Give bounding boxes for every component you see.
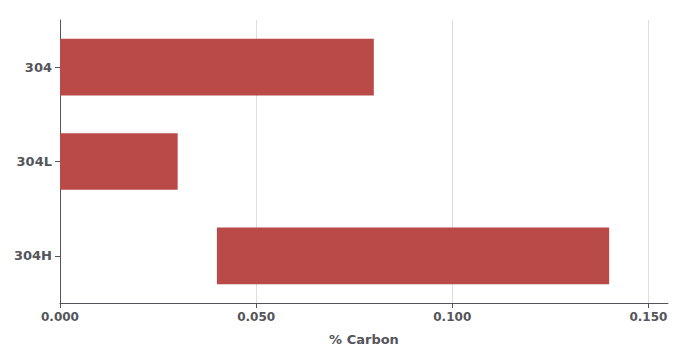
svg-text:304: 304 xyxy=(25,60,52,75)
svg-text:0.050: 0.050 xyxy=(237,310,275,324)
svg-text:304L: 304L xyxy=(17,154,52,169)
svg-text:304H: 304H xyxy=(14,248,52,263)
svg-text:0.150: 0.150 xyxy=(629,310,667,324)
svg-text:0.100: 0.100 xyxy=(433,310,471,324)
svg-text:0.000: 0.000 xyxy=(41,310,79,324)
svg-text:% Carbon: % Carbon xyxy=(329,332,399,347)
